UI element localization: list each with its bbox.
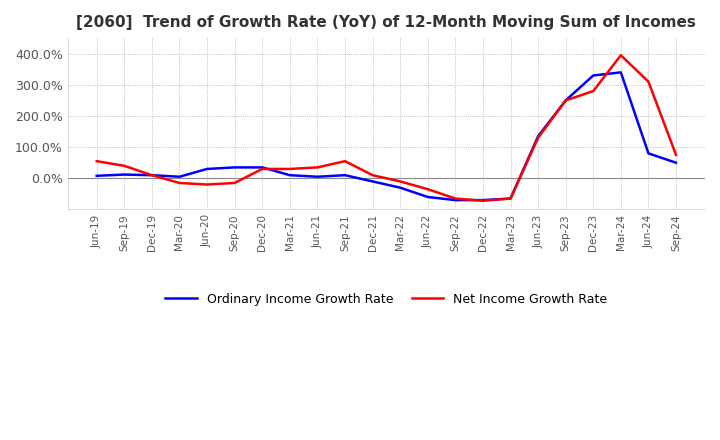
Net Income Growth Rate: [451, 196, 459, 201]
Net Income Growth Rate: [672, 152, 680, 158]
Ordinary Income Growth Rate: [616, 70, 625, 75]
Net Income Growth Rate: [479, 198, 487, 203]
Ordinary Income Growth Rate: [451, 198, 459, 203]
Net Income Growth Rate: [203, 182, 212, 187]
Ordinary Income Growth Rate: [534, 134, 542, 139]
Net Income Growth Rate: [92, 158, 101, 164]
Net Income Growth Rate: [423, 187, 432, 192]
Net Income Growth Rate: [589, 88, 598, 94]
Net Income Growth Rate: [534, 135, 542, 140]
Ordinary Income Growth Rate: [92, 173, 101, 179]
Net Income Growth Rate: [120, 163, 129, 169]
Line: Ordinary Income Growth Rate: Ordinary Income Growth Rate: [96, 72, 676, 200]
Ordinary Income Growth Rate: [589, 73, 598, 78]
Net Income Growth Rate: [313, 165, 322, 170]
Ordinary Income Growth Rate: [313, 174, 322, 180]
Line: Net Income Growth Rate: Net Income Growth Rate: [96, 55, 676, 201]
Net Income Growth Rate: [148, 172, 156, 178]
Ordinary Income Growth Rate: [396, 185, 405, 190]
Ordinary Income Growth Rate: [230, 165, 239, 170]
Net Income Growth Rate: [396, 179, 405, 184]
Ordinary Income Growth Rate: [286, 172, 294, 178]
Net Income Growth Rate: [258, 166, 266, 172]
Net Income Growth Rate: [644, 79, 653, 84]
Ordinary Income Growth Rate: [672, 160, 680, 165]
Ordinary Income Growth Rate: [148, 172, 156, 178]
Legend: Ordinary Income Growth Rate, Net Income Growth Rate: Ordinary Income Growth Rate, Net Income …: [161, 288, 612, 311]
Net Income Growth Rate: [506, 196, 515, 201]
Ordinary Income Growth Rate: [368, 179, 377, 184]
Net Income Growth Rate: [368, 172, 377, 178]
Net Income Growth Rate: [341, 158, 349, 164]
Title: [2060]  Trend of Growth Rate (YoY) of 12-Month Moving Sum of Incomes: [2060] Trend of Growth Rate (YoY) of 12-…: [76, 15, 696, 30]
Ordinary Income Growth Rate: [203, 166, 212, 172]
Net Income Growth Rate: [286, 166, 294, 172]
Ordinary Income Growth Rate: [506, 196, 515, 201]
Ordinary Income Growth Rate: [423, 194, 432, 200]
Ordinary Income Growth Rate: [120, 172, 129, 177]
Ordinary Income Growth Rate: [258, 165, 266, 170]
Ordinary Income Growth Rate: [175, 174, 184, 180]
Net Income Growth Rate: [230, 180, 239, 186]
Ordinary Income Growth Rate: [644, 151, 653, 156]
Net Income Growth Rate: [616, 53, 625, 58]
Ordinary Income Growth Rate: [479, 198, 487, 203]
Ordinary Income Growth Rate: [341, 172, 349, 178]
Net Income Growth Rate: [562, 98, 570, 103]
Net Income Growth Rate: [175, 180, 184, 186]
Ordinary Income Growth Rate: [562, 98, 570, 103]
